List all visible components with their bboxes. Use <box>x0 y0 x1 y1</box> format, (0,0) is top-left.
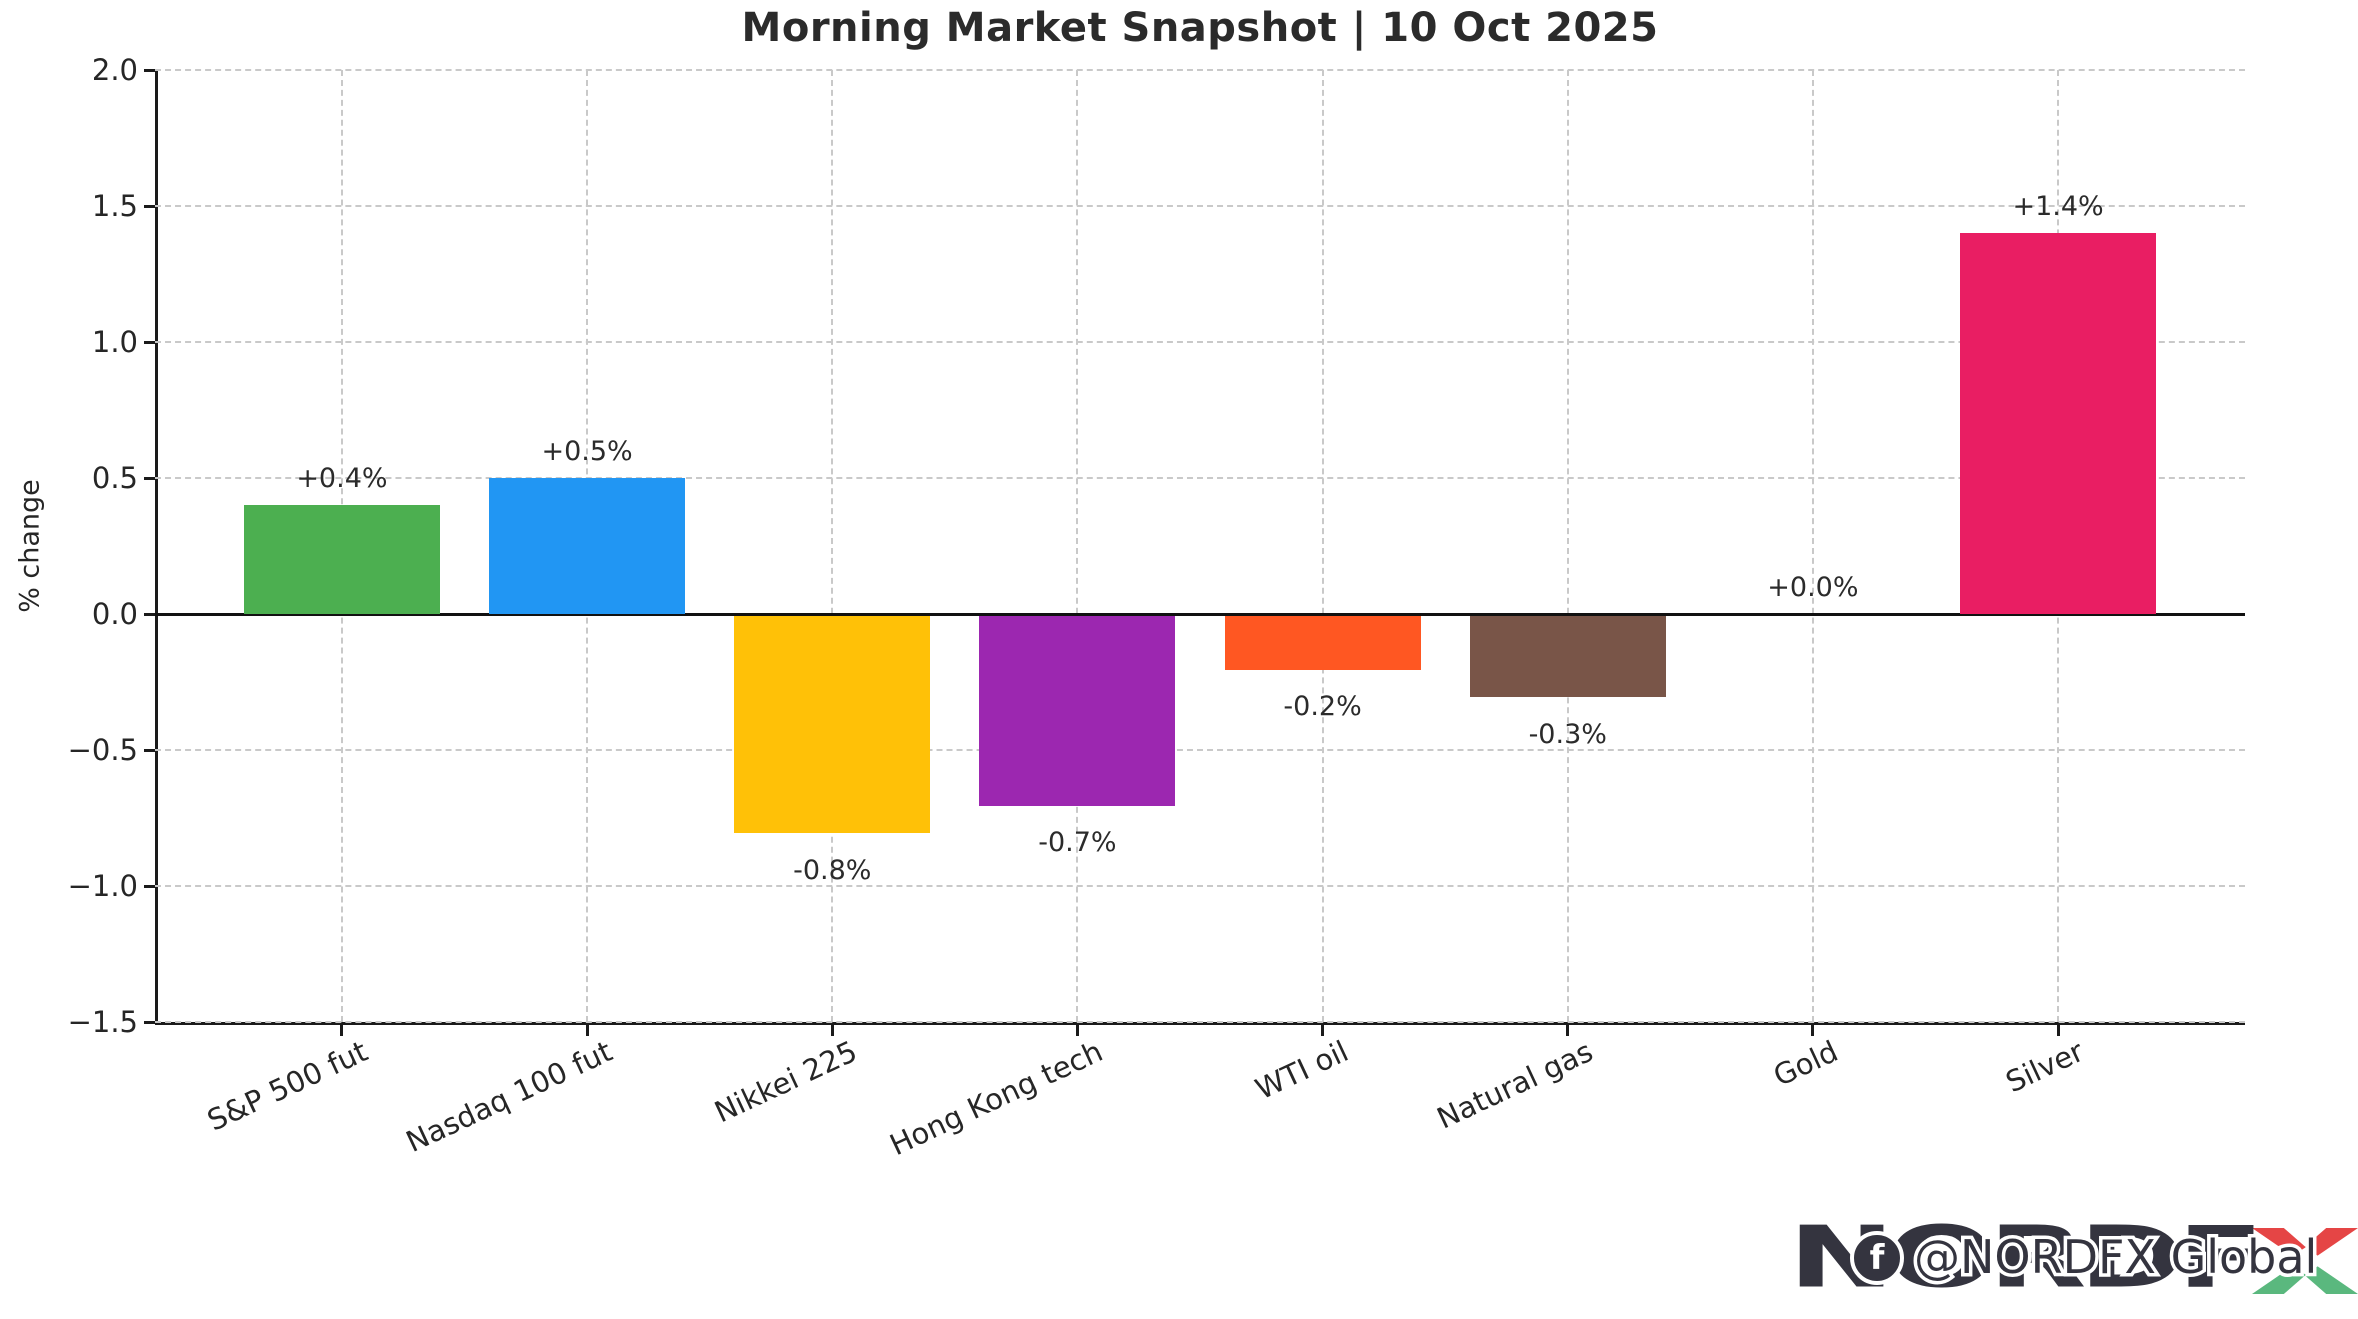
y-tick-label: 2.0 <box>91 53 138 87</box>
gridline-h <box>155 477 2245 479</box>
gridline-v <box>1321 70 1324 1022</box>
x-tick <box>1566 1025 1570 1036</box>
bar-value-label: +0.4% <box>296 463 388 495</box>
gridline-h <box>155 749 2245 751</box>
y-tick <box>144 476 155 480</box>
x-tick <box>1811 1025 1815 1036</box>
x-tick <box>585 1025 589 1036</box>
y-tick-label: −0.5 <box>67 733 138 767</box>
gridline-v <box>1076 70 1079 1022</box>
gridline-h <box>155 1021 2245 1023</box>
bar-value-label: -0.2% <box>1283 691 1362 723</box>
bar-nasdaq-100-fut <box>489 478 686 614</box>
zero-line <box>155 612 2245 616</box>
x-tick-label-gold: Gold <box>1768 1034 1844 1093</box>
bar-value-label: +1.4% <box>2012 191 2104 223</box>
bar-natural-gas <box>1469 615 1666 698</box>
x-tick-label-silver: Silver <box>2000 1034 2089 1100</box>
y-tick-label: 1.5 <box>91 189 138 223</box>
chart-title: Morning Market Snapshot | 10 Oct 2025 <box>741 5 1659 51</box>
x-tick-label-natural-gas: Natural gas <box>1431 1034 1599 1136</box>
bar-wti-oil <box>1224 615 1421 670</box>
x-tick <box>2056 1025 2060 1036</box>
gridline-h <box>155 69 2245 71</box>
gridline-h <box>155 341 2245 343</box>
bar-nikkei-225 <box>734 615 931 834</box>
gridline-v <box>1811 70 1814 1022</box>
brand-x-icon <box>2252 1228 2358 1294</box>
x-tick-label-nikkei-225: Nikkei 225 <box>709 1034 863 1130</box>
y-tick-label: −1.0 <box>67 869 138 903</box>
x-tick-label-s-p-500-fut: S&P 500 fut <box>201 1034 373 1138</box>
bar-hong-kong-tech <box>979 615 1176 806</box>
bar-value-label: -0.8% <box>793 854 872 886</box>
social-handle: f @NORDFX Global @NORDFX Global <box>1850 1226 2321 1288</box>
y-tick <box>144 748 155 752</box>
gridline-h <box>155 885 2245 887</box>
facebook-icon: f <box>1850 1230 1904 1285</box>
y-tick <box>144 884 155 888</box>
bar-value-label: +0.0% <box>1767 572 1859 603</box>
bar-value-label: -0.7% <box>1038 827 1117 859</box>
x-tick <box>830 1025 834 1036</box>
x-tick-label-wti-oil: WTI oil <box>1249 1034 1353 1107</box>
y-tick-label: 0.0 <box>91 597 138 631</box>
y-tick <box>144 204 155 208</box>
bar-s-p-500-fut <box>243 505 440 614</box>
gridline-h <box>155 205 2245 207</box>
y-tick <box>144 340 155 344</box>
bar-silver <box>1960 233 2157 614</box>
gridline-v <box>831 70 834 1022</box>
y-tick-label: −1.5 <box>67 1005 138 1039</box>
x-tick-label-hong-kong-tech: Hong Kong tech <box>884 1034 1108 1163</box>
gridline-v <box>1566 70 1569 1022</box>
x-tick <box>340 1025 344 1036</box>
y-tick <box>144 612 155 616</box>
bar-value-label: +0.5% <box>541 436 633 467</box>
y-tick-label: 1.0 <box>91 325 138 359</box>
social-handle-text: @NORDFX Global @NORDFX Global <box>1910 1226 2320 1287</box>
watermark: NORDF f @NORDFX Global @NORDFX Global <box>1788 1216 2358 1316</box>
x-tick <box>1321 1025 1325 1036</box>
bar-value-label: -0.3% <box>1528 718 1607 750</box>
y-tick <box>144 68 155 72</box>
x-tick <box>1075 1025 1079 1036</box>
plot-area <box>155 70 2245 1025</box>
y-tick <box>144 1020 155 1024</box>
y-tick-label: 0.5 <box>91 461 138 495</box>
x-tick-label-nasdaq-100-fut: Nasdaq 100 fut <box>401 1034 618 1160</box>
